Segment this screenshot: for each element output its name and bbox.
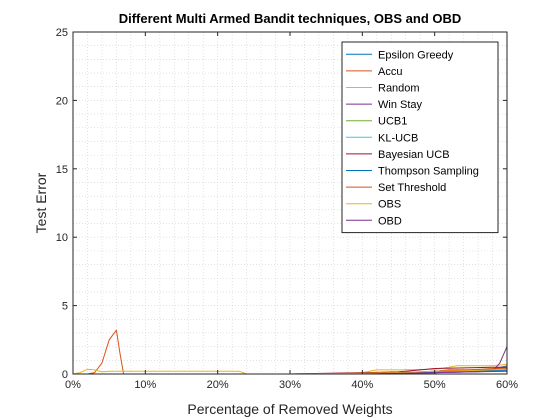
axis-ticks: 0% 10% 20% 30% 40% 50% 60% 0 5 10 15 20 25 xyxy=(56,27,518,391)
legend-label: Epsilon Greedy xyxy=(378,49,454,61)
x-tick-label: 60% xyxy=(496,379,518,391)
legend-label: Accu xyxy=(378,66,402,78)
y-tick-label: 20 xyxy=(56,95,68,107)
x-tick-label: 40% xyxy=(351,379,373,391)
x-tick-label: 20% xyxy=(207,379,229,391)
legend-label: Win Stay xyxy=(378,99,423,111)
y-tick-label: 25 xyxy=(56,27,68,39)
legend-label: OBS xyxy=(378,199,401,211)
legend-label: Thompson Sampling xyxy=(378,166,479,178)
legend-label: Set Threshold xyxy=(378,182,446,194)
legend-label: KL-UCB xyxy=(378,132,418,144)
legend-label: Random xyxy=(378,83,420,95)
chart-title: Different Multi Armed Bandit techniques,… xyxy=(119,11,462,26)
legend: Epsilon Greedy Accu Random Win Stay UCB1 KL-U… xyxy=(341,41,499,234)
grid xyxy=(73,32,507,374)
y-tick-label: 15 xyxy=(56,164,68,176)
y-axis-label: Test Error xyxy=(33,172,49,233)
legend-label: Bayesian UCB xyxy=(378,149,450,161)
x-tick-label: 10% xyxy=(134,379,156,391)
legend-label: UCB1 xyxy=(378,116,407,128)
y-tick-label: 5 xyxy=(62,301,68,313)
x-tick-label: 30% xyxy=(279,379,301,391)
legend-label: OBD xyxy=(378,215,402,227)
x-axis-label: Percentage of Removed Weights xyxy=(187,401,392,417)
y-tick-label: 0 xyxy=(62,369,68,381)
x-tick-label: 0% xyxy=(65,379,81,391)
x-tick-label: 50% xyxy=(424,379,446,391)
y-tick-label: 10 xyxy=(56,232,68,244)
